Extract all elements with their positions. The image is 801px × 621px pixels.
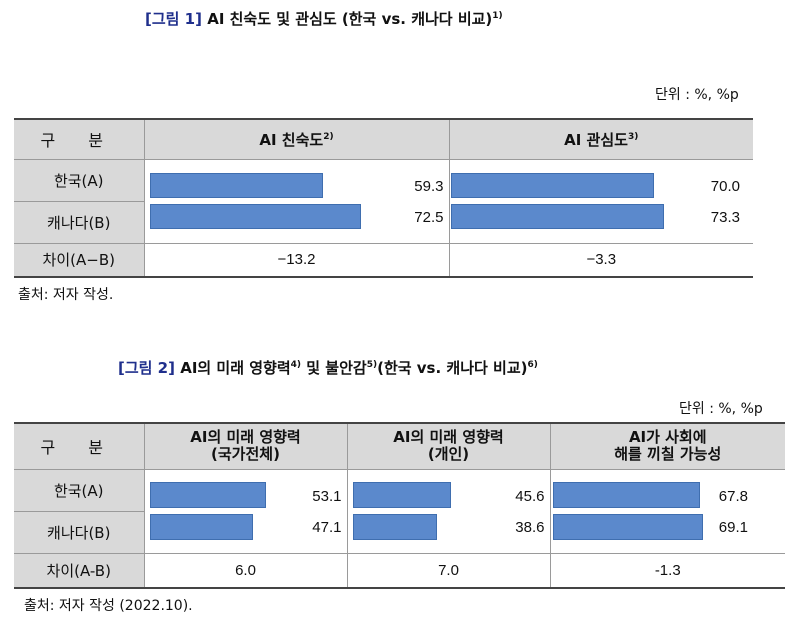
header-future-impact-personal: AI의 미래 영향력 (개인) bbox=[346, 422, 550, 469]
figure1-source: 출처: 저자 작성. bbox=[18, 287, 114, 303]
header-harm-to-society: AI가 사회에 해를 끼칠 가능성 bbox=[549, 422, 785, 469]
bar-canada-familiarity bbox=[149, 204, 361, 229]
row-label-difference: 차이(A-B) bbox=[14, 552, 144, 589]
value-label: 45.6 bbox=[515, 487, 545, 505]
header-ai-familiarity: AI 친숙도2) bbox=[143, 118, 449, 159]
value-label: 70.0 bbox=[710, 177, 740, 195]
bar-cell: 53.1 bbox=[143, 468, 347, 511]
difference-personal: 7.0 bbox=[346, 552, 550, 589]
bar-cell: 47.1 bbox=[143, 511, 347, 553]
figure2-unit: 단위 : %, %p bbox=[679, 401, 763, 417]
category-header: 구 분 bbox=[14, 422, 144, 469]
figure2-source: 출처: 저자 작성 (2022.10). bbox=[24, 598, 193, 614]
bar-canada-national bbox=[149, 514, 253, 540]
row-label-difference: 차이(A−B) bbox=[14, 242, 144, 278]
value-label: 69.1 bbox=[718, 519, 748, 536]
difference-interest: −3.3 bbox=[448, 242, 753, 278]
bar-cell: 73.3 bbox=[448, 201, 753, 243]
header-future-impact-national: AI의 미래 영향력 (국가전체) bbox=[143, 422, 347, 469]
row-label-korea: 한국(A) bbox=[14, 468, 144, 511]
value-label: 67.8 bbox=[718, 487, 748, 505]
figure1-title: [그림 1] AI 친숙도 및 관심도 (한국 vs. 캐나다 비교)1) bbox=[145, 10, 503, 28]
row-label-korea: 한국(A) bbox=[14, 158, 144, 201]
row-label-canada: 캐나다(B) bbox=[14, 200, 144, 243]
bar-cell: 67.8 bbox=[549, 468, 785, 511]
header-ai-interest: AI 관심도3) bbox=[448, 118, 753, 159]
value-label: 73.3 bbox=[710, 209, 740, 226]
difference-harm: -1.3 bbox=[549, 552, 785, 589]
value-label: 59.3 bbox=[414, 177, 444, 195]
bar-cell: 69.1 bbox=[549, 511, 785, 553]
category-header: 구 분 bbox=[14, 118, 144, 159]
bar-korea-harm bbox=[552, 481, 700, 508]
bar-korea-familiarity bbox=[149, 172, 323, 198]
figure1-unit: 단위 : %, %p bbox=[655, 87, 739, 103]
figure1-table: 구 분 AI 친숙도2) AI 관심도3) 한국(A) 59.3 70.0 캐나… bbox=[14, 118, 753, 278]
value-label: 53.1 bbox=[312, 487, 342, 505]
bar-cell: 38.6 bbox=[346, 511, 550, 553]
bar-korea-personal bbox=[352, 481, 451, 508]
bar-canada-harm bbox=[552, 514, 703, 540]
bar-korea-interest bbox=[450, 172, 654, 198]
difference-national: 6.0 bbox=[143, 552, 347, 589]
value-label: 72.5 bbox=[414, 209, 444, 226]
bar-canada-personal bbox=[352, 514, 437, 540]
bar-cell: 45.6 bbox=[346, 468, 550, 511]
value-label: 47.1 bbox=[312, 519, 342, 536]
difference-familiarity: −13.2 bbox=[143, 242, 449, 278]
figure2-title: [그림 2] AI의 미래 영향력4) 및 불안감5)(한국 vs. 캐나다 비… bbox=[118, 359, 538, 377]
figure2-table: 구 분 AI의 미래 영향력 (국가전체) AI의 미래 영향력 (개인) AI가 … bbox=[14, 422, 785, 589]
bar-cell: 59.3 bbox=[143, 158, 449, 201]
row-label-canada: 캐나다(B) bbox=[14, 510, 144, 553]
bar-cell: 72.5 bbox=[143, 201, 449, 243]
bar-cell: 70.0 bbox=[448, 158, 753, 201]
bar-canada-interest bbox=[450, 204, 664, 229]
bar-korea-national bbox=[149, 481, 266, 508]
value-label: 38.6 bbox=[515, 519, 545, 536]
